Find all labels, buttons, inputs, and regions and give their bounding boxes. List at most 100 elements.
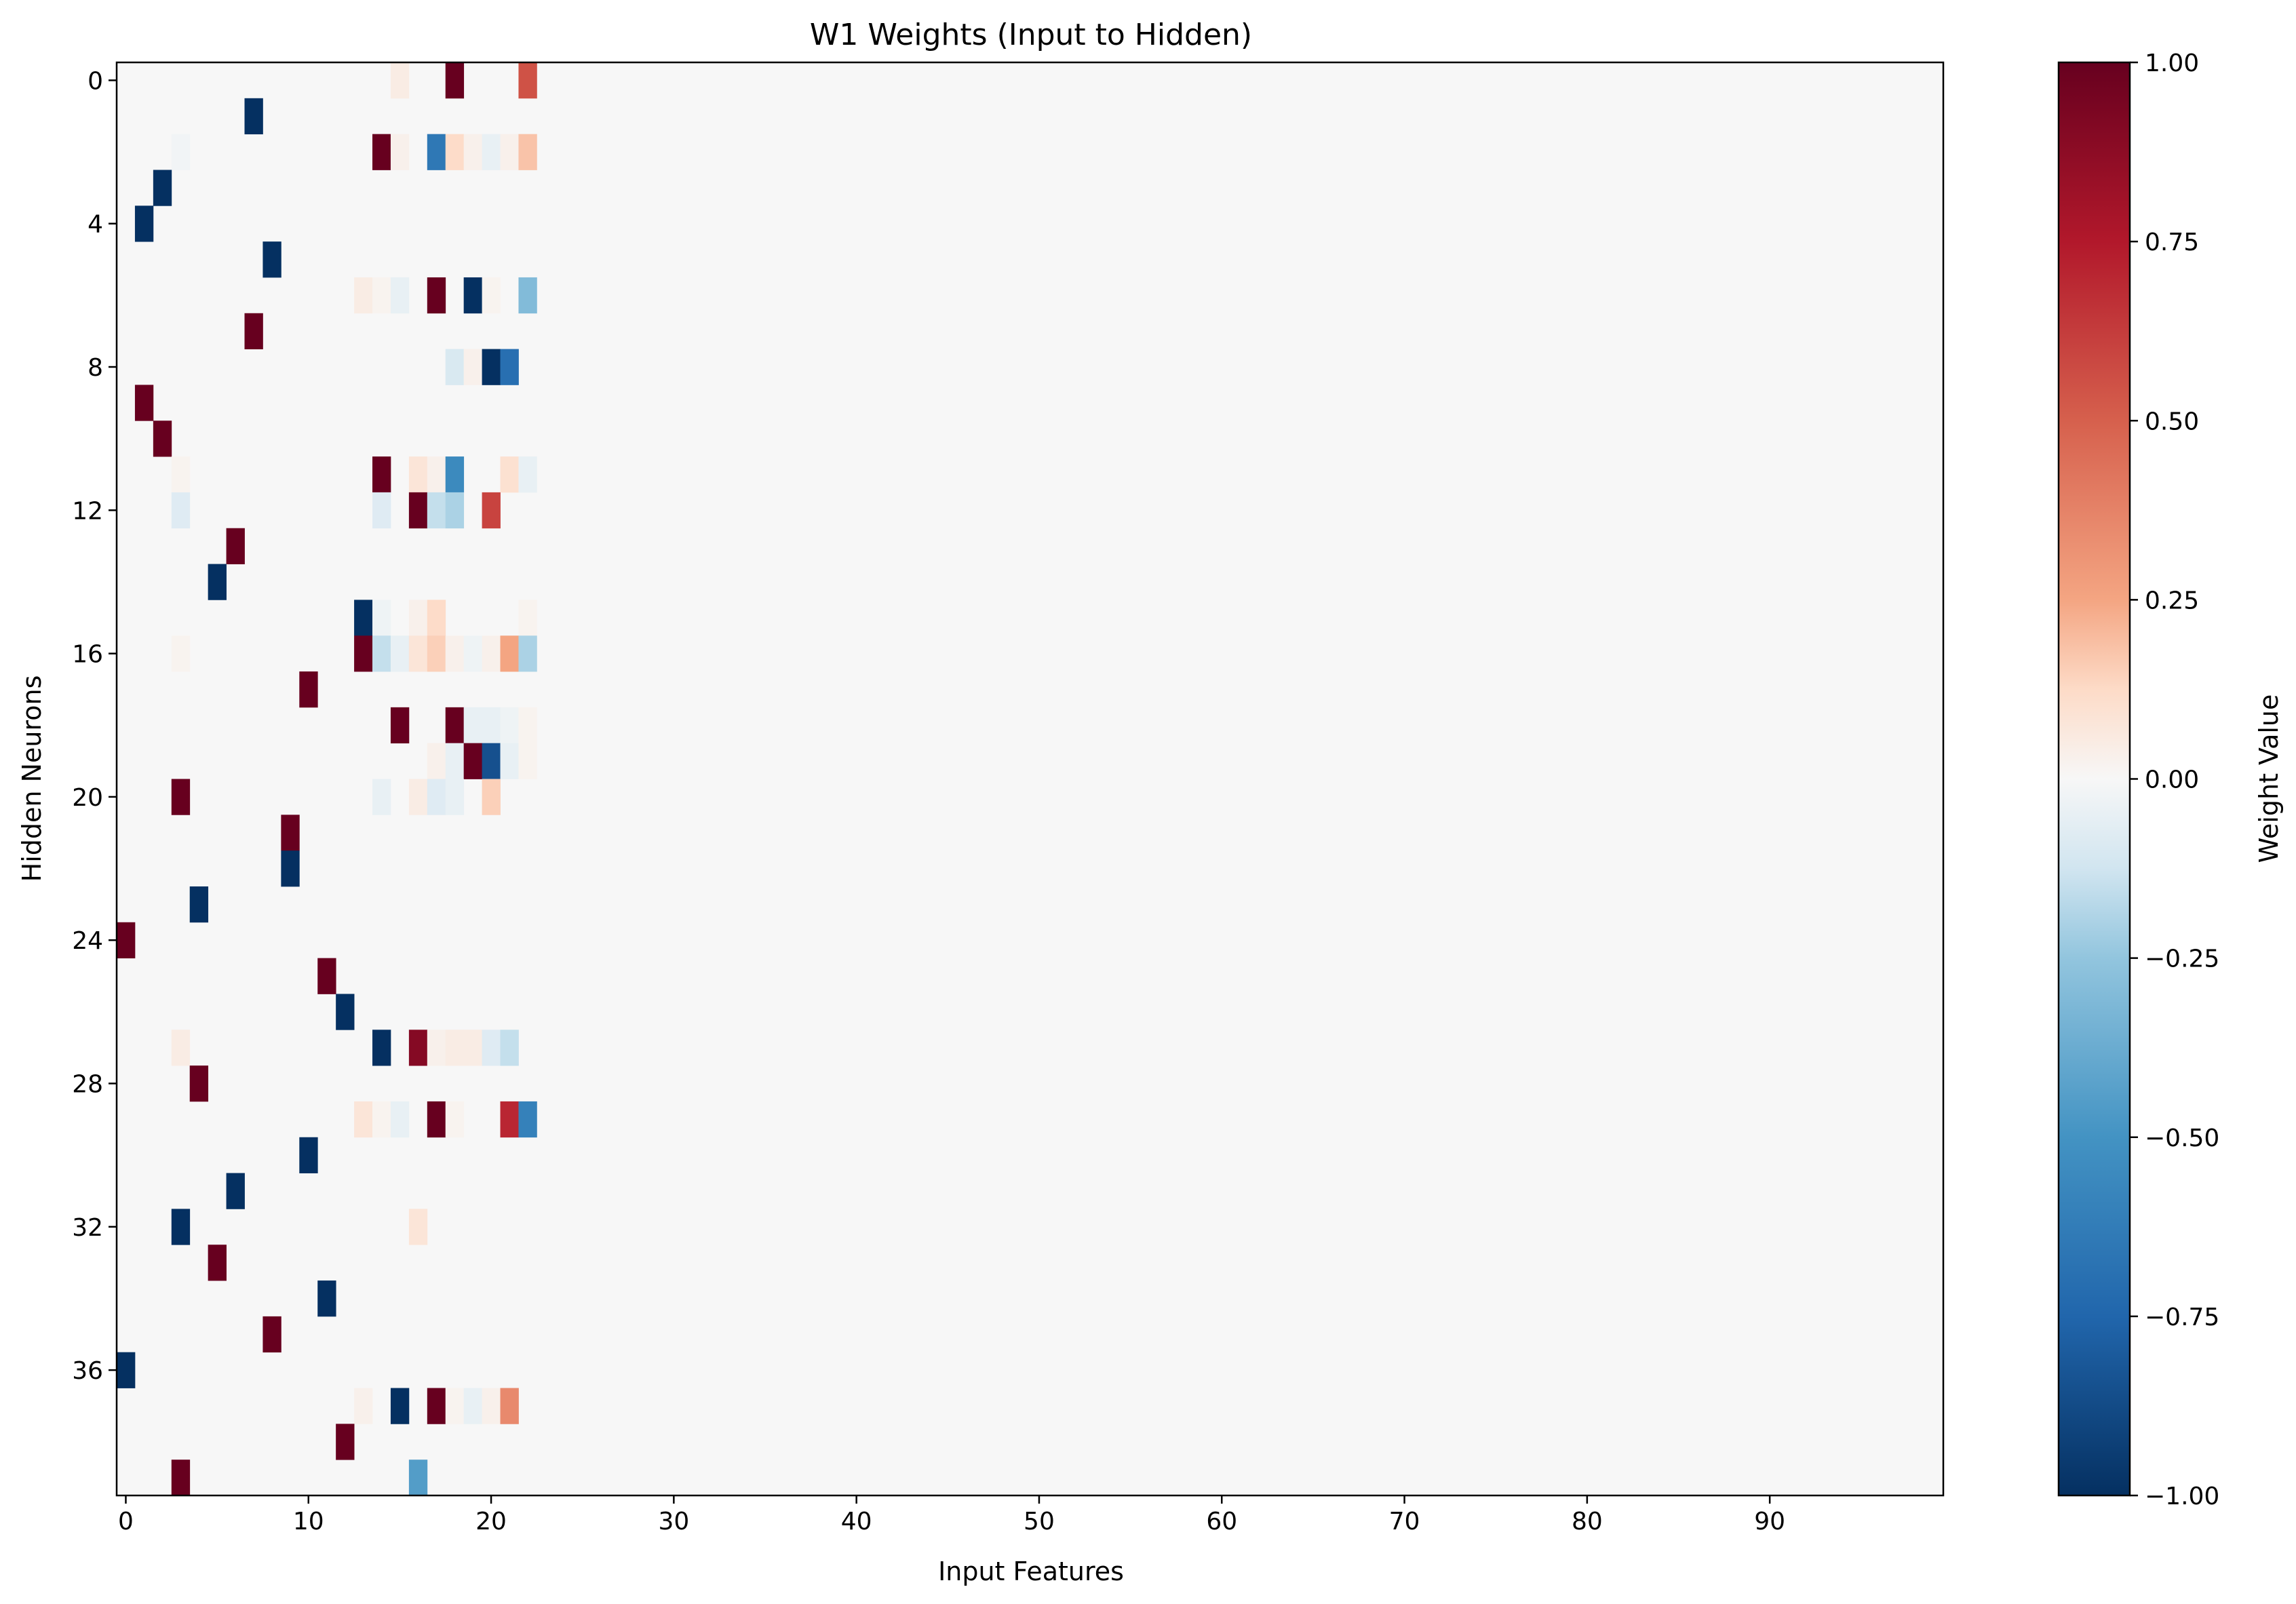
x-tick-label: 0 [118,1508,134,1535]
colorbar-label: Weight Value [2254,695,2284,863]
heatmap-cell [372,600,391,636]
heatmap-cell [408,492,428,529]
heatmap-cell [445,134,465,170]
heatmap-cell [354,1388,373,1424]
x-axis-ticks: 0 10 20 30 40 50 60 70 80 90 [118,1495,1785,1535]
heatmap-cell [408,600,428,636]
heatmap-cell [427,779,446,815]
heatmap-cell [408,456,428,493]
heatmap-cell [372,779,391,815]
heatmap-cell [500,1388,519,1424]
heatmap-cell [518,743,537,779]
heatmap-cell [281,850,300,887]
heatmap-cell [518,277,537,314]
y-tick-label: 36 [72,1357,103,1385]
colorbar-tick-label: 0.50 [2145,408,2199,435]
heatmap-cell [171,1209,191,1245]
plot-frame [115,61,1945,1497]
heatmap-cell [518,456,537,493]
heatmap-cell [208,1245,227,1281]
heatmap-cell [226,1173,245,1209]
heatmap-cell [390,707,410,744]
heatmap-cell [262,1316,281,1353]
heatmap-cell [299,1137,318,1173]
heatmap-cell [336,1424,355,1460]
heatmap-cell [336,994,355,1030]
colorbar-tick-label: −1.00 [2145,1483,2219,1510]
heatmap-cell [171,456,191,493]
heatmap-cell [518,635,537,672]
heatmap-cell [427,743,446,779]
heatmap-cell [189,886,209,923]
chart-title: W1 Weights (Input to Hidden) [810,18,1252,52]
heatmap-cell [354,1101,373,1138]
x-tick-label: 10 [293,1508,324,1535]
y-tick-label: 32 [72,1214,103,1242]
heatmap-cell [354,277,373,314]
x-tick-label: 20 [475,1508,507,1535]
heatmap-cell [427,1388,446,1424]
heatmap-cell [372,277,391,314]
heatmap-cell [482,1388,501,1424]
x-tick-label: 30 [658,1508,689,1535]
y-tick-label: 8 [87,354,103,382]
heatmap-cell [482,707,501,744]
heatmap-cell [427,277,446,314]
colorbar [2057,61,2131,1497]
colorbar-tick-label: 0.00 [2145,766,2199,794]
y-tick-label: 28 [72,1071,103,1099]
heatmap-cell [171,779,191,815]
y-tick-label: 4 [87,211,103,239]
heatmap-cell [244,313,263,350]
x-tick-label: 80 [1572,1508,1603,1535]
heatmap-cell [463,707,482,744]
heatmap-cell [463,743,482,779]
heatmap-cell [171,134,191,170]
heatmap-cell [445,456,465,493]
heatmap-cell [518,62,537,99]
heatmap-cell [117,1352,136,1388]
heatmap-cell [463,349,482,385]
heatmap-cell [482,277,501,314]
heatmap-cell [463,1030,482,1066]
heatmap-cell [390,1388,410,1424]
heatmap-cell [482,743,501,779]
heatmap-cell [427,1101,446,1138]
heatmap-cell [189,1065,209,1102]
heatmap-cell [500,1101,519,1138]
y-axis-label: Hidden Neurons [17,676,47,882]
heatmap-cell [518,707,537,744]
heatmap-cell [445,707,465,744]
heatmap-cell [500,456,519,493]
heatmap-cell [317,1280,336,1317]
heatmap-cell [463,277,482,314]
heatmap-cell [518,134,537,170]
heatmap-cells [117,62,1943,1496]
heatmap-cell [482,779,501,815]
heatmap-cell [482,635,501,672]
heatmap-cell [500,635,519,672]
heatmap-cell [372,1030,391,1066]
x-axis-label: Input Features [938,1557,1124,1586]
heatmap-cell [427,600,446,636]
heatmap-cell [500,1030,519,1066]
heatmap-cell [117,922,136,959]
heatmap-cell [372,134,391,170]
heatmap-cell [134,385,154,421]
heatmap-cell [134,206,154,242]
heatmap-cell [427,134,446,170]
heatmap-cell [500,349,519,385]
heatmap-cell [445,743,465,779]
heatmap-cell [482,349,501,385]
x-tick-label: 70 [1389,1508,1420,1535]
heatmap-cell [445,1388,465,1424]
colorbar-tick-label: 0.75 [2145,229,2199,256]
heatmap-cell [153,420,172,457]
y-tick-label: 20 [72,784,103,812]
heatmap-cell [408,1460,428,1496]
heatmap-cell [518,1101,537,1138]
colorbar-ticks: −1.00 −0.75 −0.50 −0.25 0.00 0.25 0.50 0.75 1.00 [2130,50,2219,1510]
heatmap-cell [372,635,391,672]
y-tick-label: 16 [72,641,103,669]
